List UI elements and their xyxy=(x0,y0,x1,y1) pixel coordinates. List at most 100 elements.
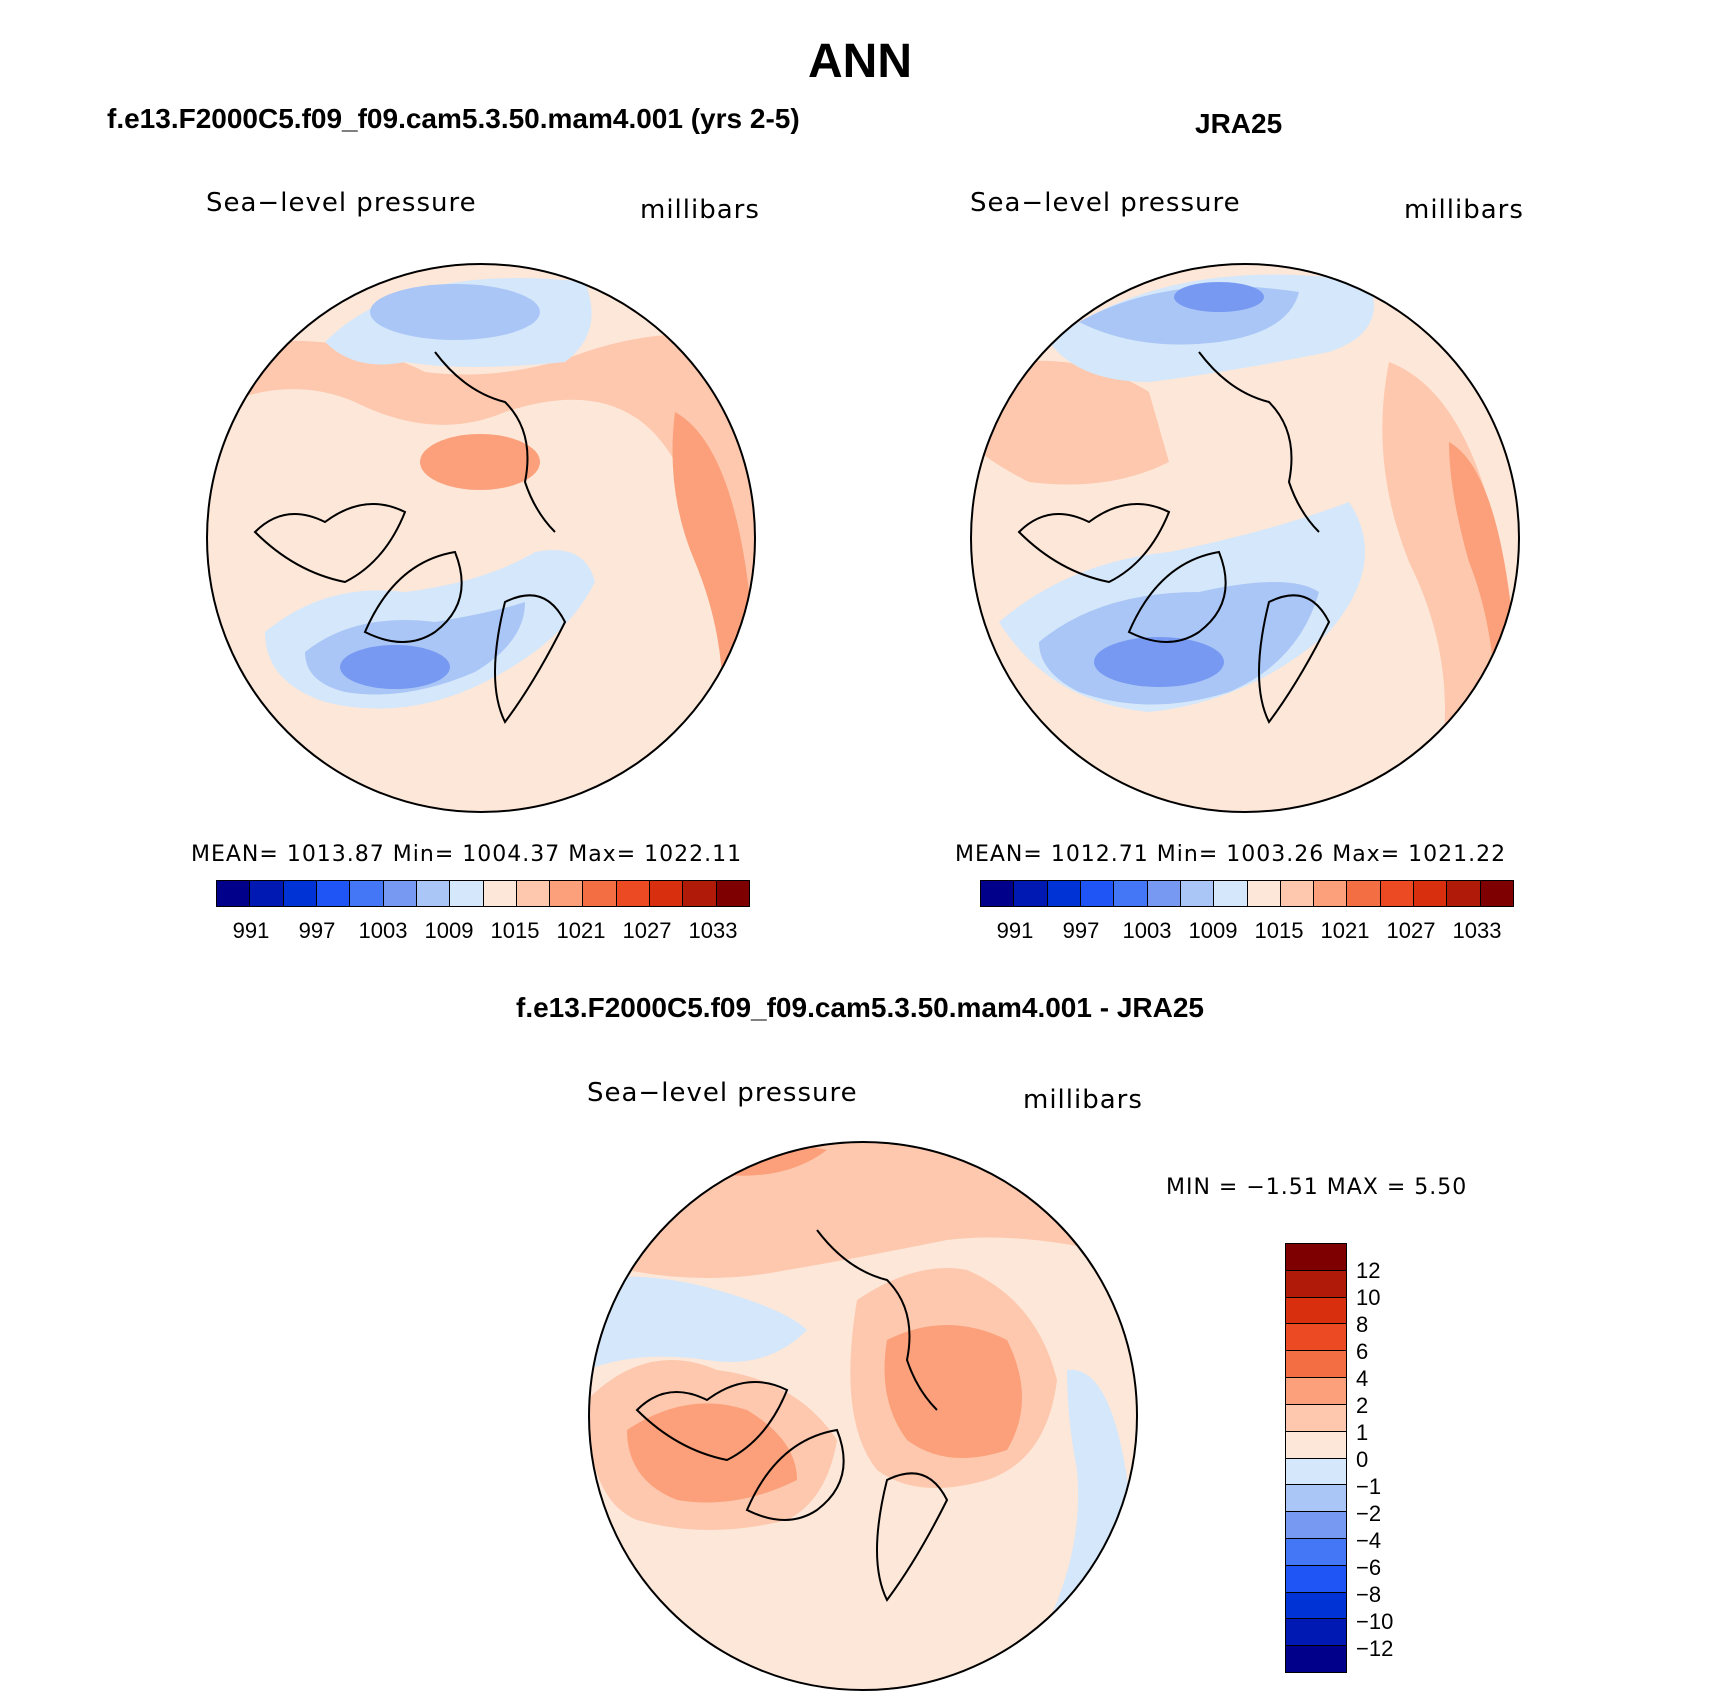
right-colorbar-swatch xyxy=(1180,881,1215,906)
right-colorbar-label: 997 xyxy=(1062,918,1100,943)
left-colorbar-swatch xyxy=(283,881,317,906)
diff-coastline-greenland xyxy=(745,1428,845,1521)
right-colorbar-swatch xyxy=(1014,881,1048,906)
left-stats: MEAN= 1013.87 Min= 1004.37 Max= 1022.11 xyxy=(191,842,743,867)
diff-colorbar-swatch xyxy=(1286,1458,1346,1486)
left-colorbar-swatch xyxy=(450,881,484,906)
right-positive-region-west xyxy=(971,360,1169,485)
diff-colorbar-swatch xyxy=(1286,1270,1346,1298)
left-map-border xyxy=(206,263,756,813)
diff-colorbar-label: 4 xyxy=(1356,1366,1369,1391)
left-coastline-asia xyxy=(434,351,556,533)
left-coastline-1 xyxy=(253,503,407,584)
diff-polar-map xyxy=(588,1141,1138,1691)
diff-colorbar-label: 8 xyxy=(1356,1312,1369,1337)
left-colorbar-label: 997 xyxy=(298,918,336,943)
right-coastline-greenland xyxy=(1127,550,1227,643)
diff-colorbar-label: −12 xyxy=(1356,1636,1394,1661)
right-colorbar-swatch xyxy=(1247,881,1281,906)
right-colorbar-swatch xyxy=(981,881,1015,906)
left-units-label: millibars xyxy=(640,195,760,225)
right-colorbar-swatch xyxy=(1380,881,1415,906)
left-colorbar-label: 1015 xyxy=(490,918,540,943)
left-colorbar-label: 991 xyxy=(232,918,270,943)
left-colorbar xyxy=(216,880,750,907)
right-colorbar-labels: 991 997 1003 1009 1015 1021 1027 1033 xyxy=(982,918,1510,944)
diff-colorbar-swatch xyxy=(1286,1565,1346,1593)
diff-variable-label: Sea−level pressure xyxy=(587,1078,858,1108)
left-colorbar-swatch xyxy=(683,881,717,906)
left-variable-label: Sea−level pressure xyxy=(206,188,477,218)
diff-coastline-europe xyxy=(876,1472,949,1602)
diff-pacific-negative xyxy=(589,1276,807,1370)
diff-coastline-asia xyxy=(816,1229,938,1411)
diff-colorbar-swatch xyxy=(1286,1512,1346,1539)
diff-colorbar-label: −8 xyxy=(1356,1582,1382,1607)
right-coastline-asia xyxy=(1198,351,1320,533)
diff-colorbar-label: −1 xyxy=(1356,1474,1382,1499)
diff-colorbar-swatch xyxy=(1286,1297,1346,1325)
right-coastline-europe xyxy=(1258,594,1331,724)
right-colorbar-swatch xyxy=(1047,881,1081,906)
left-panel-title: f.e13.F2000C5.f09_f09.cam5.3.50.mam4.001… xyxy=(107,103,800,134)
right-colorbar-label: 991 xyxy=(996,918,1034,943)
right-colorbar-swatch xyxy=(1480,881,1513,906)
diff-colorbar-swatch xyxy=(1286,1324,1346,1352)
diff-panel-title: f.e13.F2000C5.f09_f09.cam5.3.50.mam4.001… xyxy=(516,992,1204,1023)
diff-colorbar-label: −2 xyxy=(1356,1501,1382,1526)
figure-title: ANN xyxy=(808,35,912,88)
left-colorbar-swatch xyxy=(650,881,684,906)
right-colorbar-swatch xyxy=(1080,881,1115,906)
left-colorbar-swatch xyxy=(583,881,617,906)
right-colorbar-swatch xyxy=(1447,881,1481,906)
left-colorbar-swatch xyxy=(616,881,651,906)
left-colorbar-swatch xyxy=(217,881,251,906)
left-colorbar-swatch xyxy=(316,881,351,906)
left-icelandic-low xyxy=(340,645,450,689)
diff-colorbar-label: 2 xyxy=(1356,1393,1369,1418)
diff-colorbar-swatch xyxy=(1286,1538,1346,1566)
diff-siberia-strong xyxy=(884,1325,1022,1458)
left-colorbar-swatch xyxy=(550,881,584,906)
right-colorbar-swatch xyxy=(1347,881,1381,906)
right-colorbar-label: 1003 xyxy=(1122,918,1172,943)
diff-units-label: millibars xyxy=(1023,1085,1143,1115)
right-colorbar-label: 1009 xyxy=(1188,918,1238,943)
diff-colorbar-label: 6 xyxy=(1356,1339,1369,1364)
left-colorbar-swatch xyxy=(483,881,517,906)
diff-colorbar-label: −6 xyxy=(1356,1555,1382,1580)
diff-colorbar-label: 12 xyxy=(1356,1258,1381,1283)
right-map-border xyxy=(970,263,1520,813)
diff-stats: MIN = −1.51 MAX = 5.50 xyxy=(1166,1175,1468,1200)
diff-coastline-1 xyxy=(635,1381,789,1462)
diff-colorbar-label: 10 xyxy=(1356,1285,1381,1310)
right-colorbar-swatch xyxy=(1114,881,1148,906)
left-colorbar-swatch xyxy=(350,881,384,906)
diff-colorbar-swatch xyxy=(1286,1378,1346,1405)
left-colorbar-label: 1033 xyxy=(688,918,738,943)
right-colorbar-swatch xyxy=(1147,881,1181,906)
diff-colorbar-label: −10 xyxy=(1356,1609,1394,1634)
right-colorbar-label: 1015 xyxy=(1254,918,1304,943)
diff-colorbar-swatch xyxy=(1286,1646,1346,1672)
left-colorbar-label: 1027 xyxy=(622,918,672,943)
diff-colorbar-swatch xyxy=(1286,1244,1346,1271)
right-colorbar-swatch xyxy=(1280,881,1315,906)
right-colorbar-swatch xyxy=(1214,881,1248,906)
diff-colorbar-swatch xyxy=(1286,1485,1346,1513)
right-stats: MEAN= 1012.71 Min= 1003.26 Max= 1021.22 xyxy=(955,842,1507,867)
diff-colorbar-label: 0 xyxy=(1356,1447,1369,1472)
left-colorbar-swatch xyxy=(416,881,451,906)
left-colorbar-label: 1009 xyxy=(424,918,474,943)
left-colorbar-label: 1003 xyxy=(358,918,408,943)
diff-colorbar-swatch xyxy=(1286,1404,1346,1432)
left-pacific-low xyxy=(370,284,540,340)
right-colorbar-label: 1021 xyxy=(1320,918,1370,943)
left-colorbar-swatch xyxy=(250,881,284,906)
left-colorbar-swatch xyxy=(516,881,551,906)
right-variable-label: Sea−level pressure xyxy=(970,188,1241,218)
diff-colorbar-label: −4 xyxy=(1356,1528,1382,1553)
left-arctic-high xyxy=(420,434,540,490)
left-colorbar-labels: 991 997 1003 1009 1015 1021 1027 1033 xyxy=(218,918,746,944)
right-colorbar-swatch xyxy=(1414,881,1448,906)
